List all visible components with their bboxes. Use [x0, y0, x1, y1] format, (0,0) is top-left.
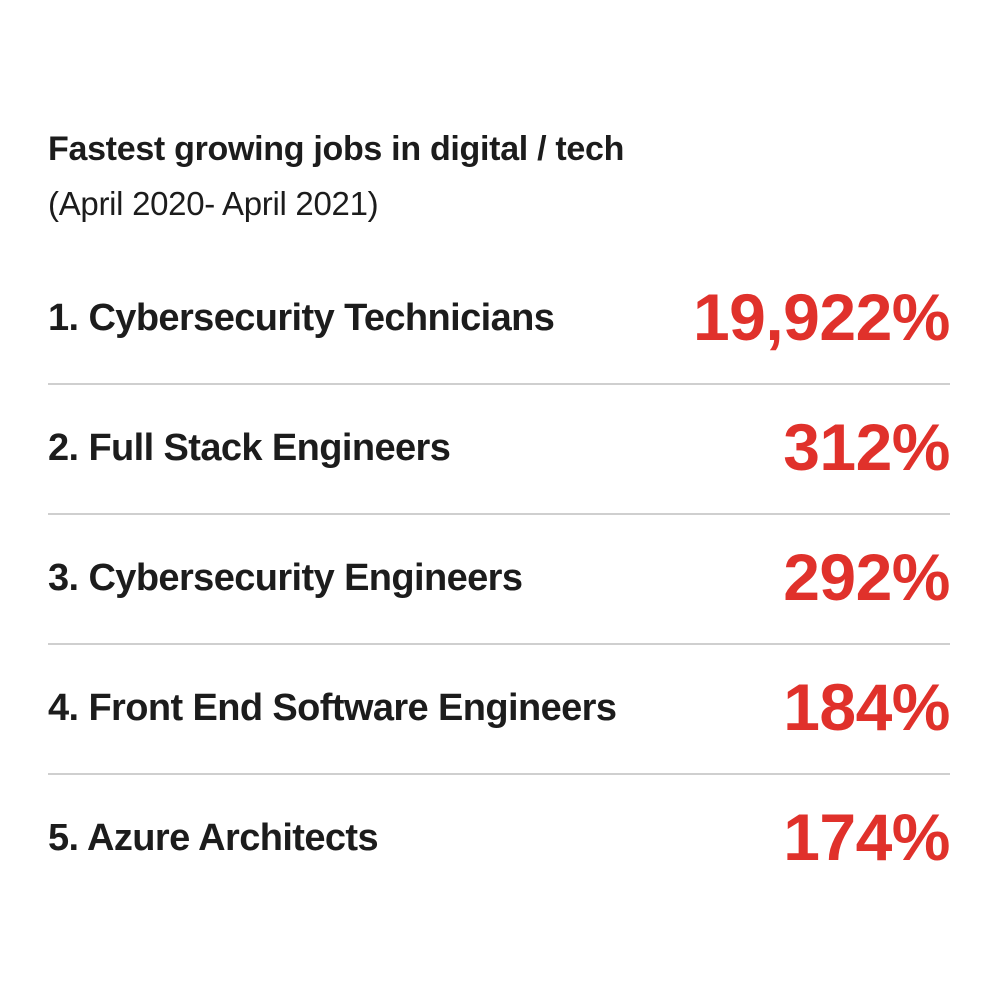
- ranking-row-1: 1. Cybersecurity Technicians 19,922%: [48, 255, 951, 385]
- growth-value: 292%: [783, 540, 950, 614]
- job-label: 1. Cybersecurity Technicians: [48, 297, 555, 339]
- job-label: 5. Azure Architects: [48, 817, 379, 859]
- growth-value: 174%: [783, 800, 950, 874]
- row-divider: [48, 643, 950, 645]
- jobs-growth-panel: Fastest growing jobs in digital / tech (…: [48, 0, 951, 1000]
- ranking-list: 1. Cybersecurity Technicians 19,922% 2. …: [48, 255, 951, 905]
- growth-value: 19,922%: [692, 280, 951, 354]
- row-divider: [48, 383, 950, 385]
- growth-value: 312%: [783, 410, 950, 484]
- ranking-row-3: 3. Cybersecurity Engineers 292%: [48, 515, 950, 645]
- job-label: 4. Front End Software Engineers: [48, 687, 617, 729]
- ranking-row-2: 2. Full Stack Engineers 312%: [48, 385, 950, 515]
- job-label: 3. Cybersecurity Engineers: [48, 557, 523, 599]
- job-label: 2. Full Stack Engineers: [48, 427, 451, 469]
- row-divider: [48, 773, 950, 775]
- chart-title: Fastest growing jobs in digital / tech: [48, 130, 625, 168]
- chart-subtitle: (April 2020- April 2021): [48, 185, 379, 222]
- row-divider: [48, 513, 950, 515]
- ranking-row-5: 5. Azure Architects 174%: [48, 775, 950, 905]
- ranking-row-4: 4. Front End Software Engineers 184%: [48, 645, 950, 775]
- growth-value: 184%: [783, 670, 950, 744]
